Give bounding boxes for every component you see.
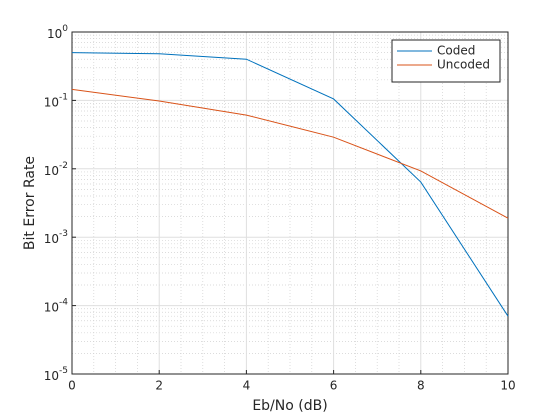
- y-tick-label: 10-2: [44, 160, 68, 177]
- y-tick-label: 10-4: [44, 297, 69, 314]
- legend-label: Uncoded: [437, 58, 490, 72]
- y-tick-label: 10-3: [44, 229, 68, 246]
- x-tick-label: 2: [155, 379, 163, 393]
- legend-box: [391, 39, 501, 83]
- x-tick-label: 4: [243, 379, 251, 393]
- axes-box: [71, 31, 509, 375]
- x-tick-label: 10: [500, 379, 515, 393]
- x-tick-label: 6: [330, 379, 338, 393]
- legend-label: Coded: [437, 44, 475, 58]
- y-tick-label: 10-1: [44, 92, 68, 109]
- x-axis-label: Eb/No (dB): [252, 398, 327, 414]
- x-tick-label: 0: [68, 379, 76, 393]
- y-tick-label: 100: [47, 24, 68, 41]
- y-tick-label: 10-5: [44, 366, 68, 383]
- x-tick-label: 8: [417, 379, 425, 393]
- data-line: [71, 52, 509, 317]
- data-line: [71, 88, 509, 219]
- y-axis-label: Bit Error Rate: [22, 156, 38, 250]
